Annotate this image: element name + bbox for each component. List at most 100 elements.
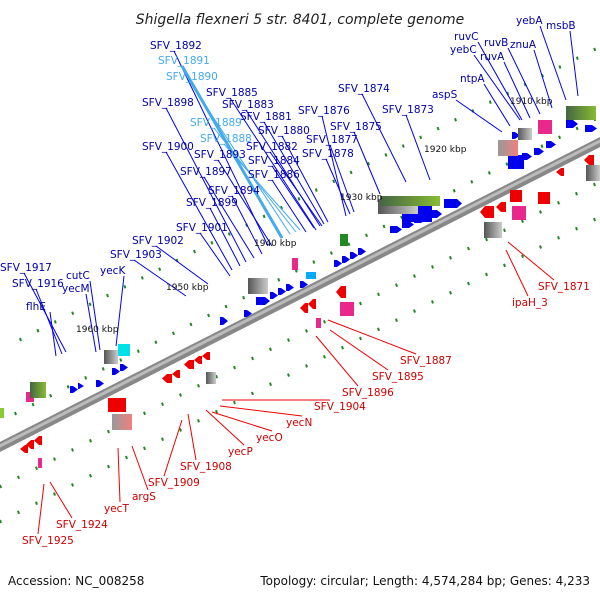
forward-gene-label[interactable]: SFV_1885 [206,87,258,99]
forward-gene-label[interactable]: SFV_1877 [306,134,358,146]
forward-gene-label[interactable]: SFV_1878 [302,148,354,160]
track-tick [449,290,452,295]
position-label: 1950 kbp [166,283,209,293]
forward-gene-label[interactable]: yecK [100,265,126,277]
reverse-gene-arrow [162,374,172,383]
forward-gene-label[interactable]: SFV_1884 [248,155,300,167]
forward-gene-arrow [334,260,342,267]
forward-gene-label[interactable]: cutC [66,270,90,282]
track-tick [359,336,362,341]
forward-gene-label[interactable]: SFV_1876 [298,105,350,117]
forward-gene-label[interactable]: ruvA [480,51,505,63]
genome-backbone [0,137,600,452]
forward-gene-label[interactable]: SFV_1901 [176,222,228,234]
reverse-gene-label[interactable]: yecN [286,417,312,429]
track-tick [0,484,2,489]
reverse-gene-label[interactable]: SFV_1896 [342,387,394,399]
track-tick [431,300,434,304]
reverse-gene-label[interactable]: argS [132,491,156,503]
rna-gene-block [118,344,130,356]
forward-gene-label[interactable]: SFV_1916 [12,278,64,290]
reverse-gene-label[interactable]: SFV_1908 [180,461,232,473]
rna-gene-label[interactable]: SFV_1891 [158,55,210,67]
forward-gene-label[interactable]: SFV_1886 [248,169,300,181]
track-tick [452,188,456,193]
forward-gene-label[interactable]: yecM [62,283,90,295]
rna-gene-label[interactable]: SFV_1888 [200,133,252,145]
forward-gene-label[interactable]: SFV_1880 [258,125,310,137]
forward-gene-label[interactable]: SFV_1874 [338,83,390,95]
forward-gene-label[interactable]: SFV_1917 [0,262,52,274]
track-tick [395,318,398,323]
reverse-gene-label[interactable]: SFV_1887 [400,355,452,367]
feature-block [0,408,4,418]
forward-leader-line [271,179,307,233]
forward-gene-label[interactable]: ruvB [484,37,508,49]
forward-gene-label[interactable]: SFV_1902 [132,235,184,247]
reverse-gene-label[interactable]: SFV_1909 [148,477,200,489]
track-tick [71,483,74,487]
reverse-gene-label[interactable]: SFV_1871 [538,281,590,293]
forward-gene-label[interactable]: aspS [432,89,458,101]
forward-gene-label[interactable]: SFV_1903 [110,249,162,261]
reverse-leader-line [117,447,121,503]
reverse-gene-label[interactable]: yecT [104,503,129,515]
forward-gene-label[interactable]: SFV_1899 [186,197,238,209]
track-tick [365,233,368,238]
forward-gene-label[interactable]: msbB [546,20,576,32]
forward-gene-label[interactable]: SFV_1898 [142,97,194,109]
reverse-leader-line [187,413,197,461]
track-tick [287,373,290,377]
reverse-gene-label[interactable]: ipaH_3 [512,297,548,309]
forward-gene-label[interactable]: SFV_1875 [330,121,382,133]
rna-gene-label[interactable]: SFV_1890 [166,71,218,83]
forward-gene-label[interactable]: yebC [450,44,477,56]
reverse-gene-arrow [556,168,564,176]
forward-leader-line [213,127,297,233]
track-tick [215,409,218,414]
track-tick [251,356,254,361]
rna-gene-block [306,272,316,279]
forward-gene-label[interactable]: SFV_1894 [208,185,260,197]
reverse-gene-label[interactable]: yecO [256,432,283,444]
track-tick [413,274,416,278]
forward-gene-label[interactable]: ruvC [454,31,479,43]
forward-gene-label[interactable]: znuA [510,39,537,51]
reverse-gene-label[interactable]: yecP [228,446,253,458]
forward-gene-label[interactable]: SFV_1897 [180,166,232,178]
reverse-gene-label[interactable]: SFV_1924 [56,519,108,531]
feature-block [484,222,502,238]
forward-gene-label[interactable]: SFV_1882 [246,141,298,153]
reverse-gene-label[interactable]: SFV_1904 [314,401,366,413]
forward-leader-line [569,30,579,97]
forward-gene-label[interactable]: ntpA [460,73,485,85]
pseudogene-block [340,302,354,316]
reverse-gene-label[interactable]: SFV_1925 [22,535,74,547]
rna-gene-label[interactable]: SFV_1889 [190,117,242,129]
forward-gene-label[interactable]: yebA [516,15,543,27]
reverse-gene-arrow [20,445,28,453]
reverse-leader-line [507,241,555,281]
forward-gene-label[interactable]: flhE [26,301,46,313]
track-tick [35,466,38,471]
forward-gene-label[interactable]: SFV_1881 [240,111,292,123]
forward-gene-label[interactable]: SFV_1892 [150,40,202,52]
position-label: 1910 kbp [510,97,553,107]
feature-block [518,128,532,140]
forward-leader-line [231,195,263,255]
forward-gene-label[interactable]: SFV_1893 [194,149,246,161]
forward-gene-label[interactable]: SFV_1883 [222,99,274,111]
reverse-gene-label[interactable]: SFV_1895 [372,371,424,383]
track-tick [593,182,596,187]
track-tick [305,364,308,368]
track-tick [125,455,128,460]
forward-gene-label[interactable]: SFV_1873 [382,104,434,116]
track-tick [197,419,200,423]
reverse-leader-line [327,319,417,355]
reverse-gene-arrow [300,303,308,313]
forward-leader-line [477,41,523,121]
track-tick [467,281,470,286]
forward-gene-label[interactable]: SFV_1900 [142,141,194,153]
